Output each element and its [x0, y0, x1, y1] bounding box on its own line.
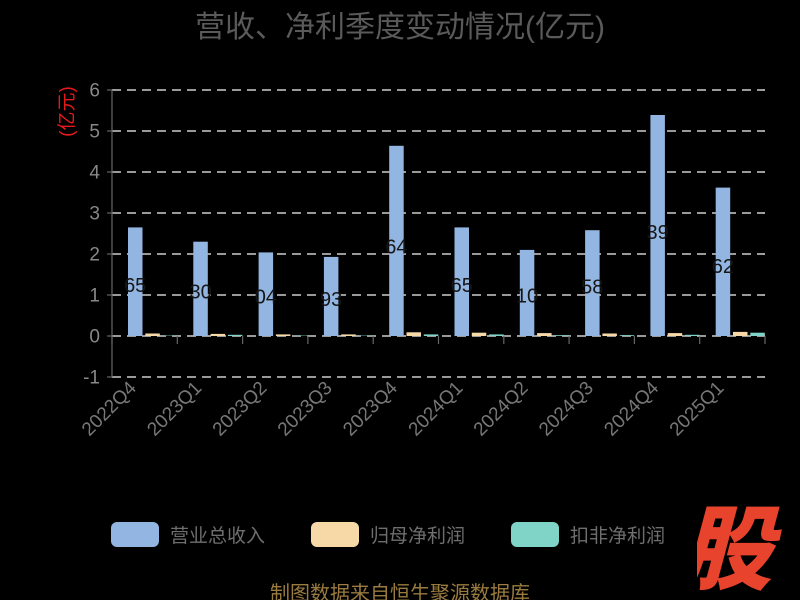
svg-text:30: 30 [189, 282, 211, 304]
svg-text:2023Q4: 2023Q4 [339, 377, 402, 440]
svg-text:0: 0 [89, 327, 100, 348]
svg-text:5: 5 [89, 122, 100, 143]
svg-text:2024Q3: 2024Q3 [535, 378, 598, 441]
svg-text:-1: -1 [83, 368, 100, 389]
svg-text:93: 93 [320, 289, 342, 311]
svg-text:2024Q1: 2024Q1 [405, 378, 468, 441]
svg-text:2: 2 [89, 245, 100, 266]
svg-text:65: 65 [124, 275, 146, 297]
svg-text:65: 65 [451, 275, 473, 297]
svg-text:58: 58 [581, 276, 603, 298]
svg-text:39: 39 [646, 222, 668, 244]
svg-text:2025Q1: 2025Q1 [666, 378, 729, 441]
svg-text:股: 股 [697, 500, 794, 595]
svg-text:64: 64 [385, 237, 407, 259]
svg-text:62: 62 [712, 256, 734, 278]
svg-text:6: 6 [89, 81, 100, 102]
svg-text:2024Q4: 2024Q4 [600, 377, 663, 440]
svg-text:2023Q2: 2023Q2 [209, 378, 272, 441]
svg-text:10: 10 [516, 286, 538, 308]
svg-text:3: 3 [89, 204, 100, 225]
svg-text:4: 4 [89, 163, 100, 184]
svg-text:2023Q1: 2023Q1 [143, 378, 206, 441]
svg-text:2024Q2: 2024Q2 [470, 378, 533, 441]
svg-text:04: 04 [255, 287, 277, 309]
svg-text:1: 1 [89, 286, 100, 307]
svg-text:2023Q3: 2023Q3 [274, 378, 337, 441]
